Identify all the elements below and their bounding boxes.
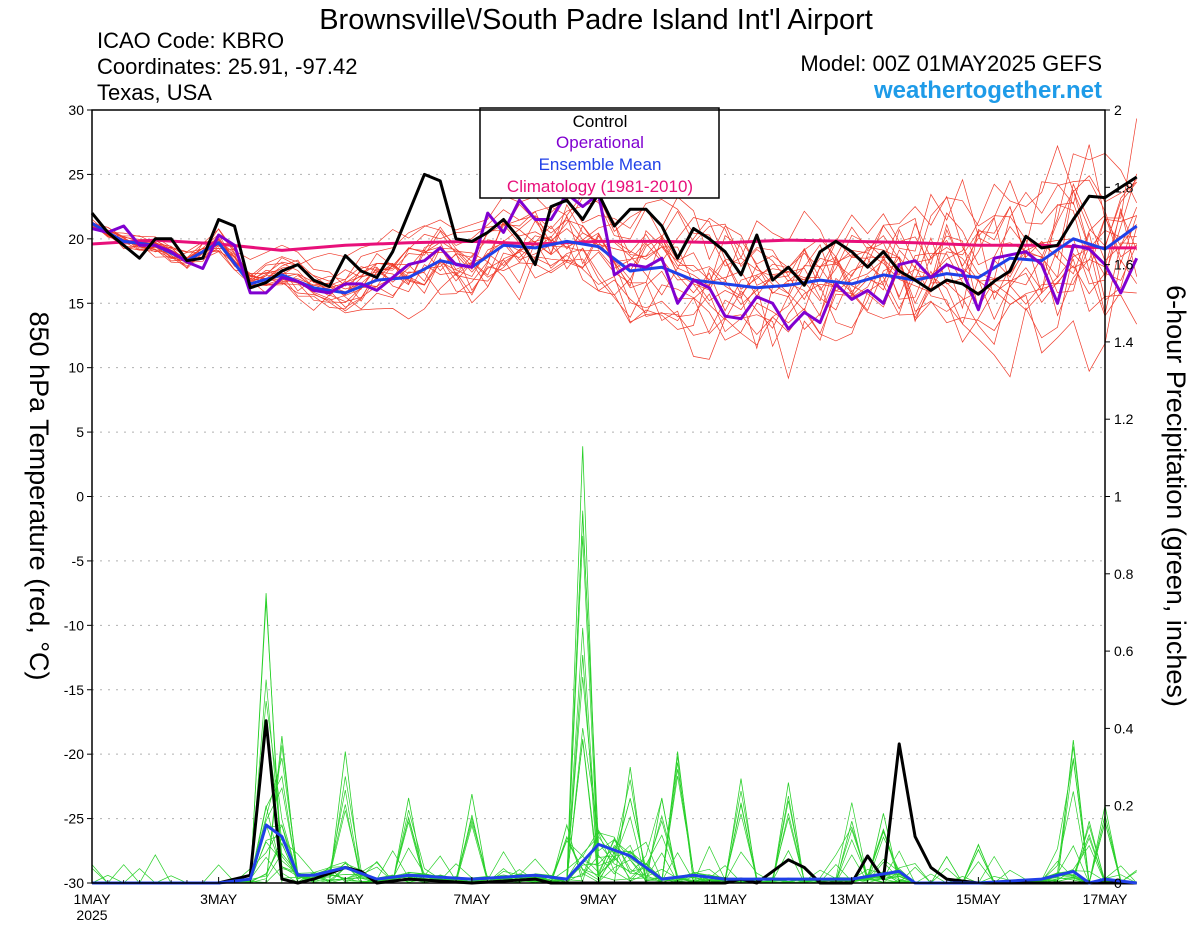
x-tick-label: 11MAY	[703, 891, 747, 907]
precip-member-peak	[329, 751, 362, 884]
y2-tick-label: 1.4	[1114, 334, 1134, 350]
header: Brownsville\/South Padre Island Int'l Ai…	[97, 4, 1102, 105]
temp-member-trace	[91, 200, 1137, 373]
y2-tick-label: 2	[1114, 102, 1122, 118]
y-tick-label: -30	[64, 875, 84, 891]
legend: Control Operational Ensemble Mean Climat…	[479, 107, 720, 199]
y-tick-label: 5	[76, 424, 84, 440]
x-tick-label: 5MAY	[327, 891, 365, 907]
precip-member-peak	[772, 782, 805, 884]
y-tick-label: 0	[76, 489, 84, 505]
temp-operational-line	[91, 192, 1139, 331]
precip-member-peak	[392, 797, 425, 884]
region: Texas, USA	[97, 80, 212, 105]
legend-operational: Operational	[556, 133, 644, 152]
temp-control-line	[90, 172, 1138, 296]
y2-axis-label: 6-hour Precipitation (green, inches)	[1161, 285, 1191, 707]
icao-code: ICAO Code: KBRO	[97, 28, 284, 53]
y-tick-label: -15	[64, 682, 84, 698]
y-tick-label: 25	[68, 166, 84, 182]
y-tick-label: 10	[68, 360, 84, 376]
precip-member-peak	[661, 751, 694, 884]
precip-member-peak	[265, 736, 299, 884]
coordinates: Coordinates: 25.91, -97.42	[97, 54, 358, 79]
model-run: Model: 00Z 01MAY2025 GEFS	[800, 51, 1102, 76]
y2-tick-label: 1.8	[1114, 179, 1134, 195]
y-tick-label: -5	[72, 553, 85, 569]
x-tick-label: 15MAY	[956, 891, 1002, 907]
x-tick-label: 9MAY	[580, 891, 618, 907]
x-tick-label: 3MAY	[200, 891, 238, 907]
x-tick-label: 13MAY	[829, 891, 875, 907]
temp-ensemble-mean-line	[91, 222, 1138, 295]
chart-title: Brownsville\/South Padre Island Int'l Ai…	[319, 4, 873, 36]
y-tick-label: 30	[68, 102, 84, 118]
y2-tick-label: 0.4	[1114, 720, 1134, 736]
y2-tick-label: 1.2	[1114, 411, 1134, 427]
y-axis-label: 850 hPa Temperature (red, °C)	[24, 312, 54, 681]
temp-member-trace	[91, 144, 1137, 279]
y-tick-label: -20	[64, 746, 84, 762]
axes: 302520151050-5-10-15-20-25-3021.81.61.41…	[64, 102, 1134, 923]
x-tick-label: 1MAY	[73, 891, 111, 907]
y2-tick-label: 1	[1114, 489, 1122, 505]
precip-member-peak	[867, 813, 900, 884]
legend-control: Control	[573, 112, 628, 131]
precip-member-peak	[1072, 821, 1106, 884]
precip-member-peak	[724, 778, 758, 884]
precip-member-peak	[566, 446, 599, 884]
site-name[interactable]: weathertogether.net	[873, 77, 1102, 104]
temp-member-trace	[91, 181, 1137, 336]
precip-ensemble-mean-line	[92, 823, 1137, 885]
temp-member-trace	[91, 179, 1137, 312]
legend-box	[479, 107, 720, 199]
precip-member-peak	[645, 797, 678, 884]
y2-tick-label: 0.8	[1114, 566, 1134, 582]
y2-tick-label: 0.2	[1114, 798, 1134, 814]
climatology-line	[91, 238, 1137, 252]
precip-member-peak	[962, 843, 995, 884]
x-tick-label: 17MAY	[1083, 891, 1129, 907]
y-tick-label: 15	[68, 295, 84, 311]
precip-member-peak	[1057, 739, 1090, 884]
y2-tick-label: 0	[1114, 875, 1122, 891]
y2-tick-label: 0.6	[1114, 643, 1134, 659]
y2-tick-label: 1.6	[1114, 257, 1134, 273]
precip-member-peak	[455, 794, 489, 884]
y-tick-label: 20	[68, 231, 84, 247]
legend-ensemble-mean: Ensemble Mean	[539, 155, 662, 174]
precip-member-peak	[550, 823, 584, 884]
precip-member-peak	[566, 654, 599, 884]
x-tick-label: 7MAY	[453, 891, 491, 907]
legend-climatology: Climatology (1981-2010)	[507, 177, 693, 196]
y-tick-label: -25	[64, 811, 84, 827]
x-tick-year: 2025	[76, 907, 107, 923]
y-tick-label: -10	[64, 617, 84, 633]
precip-member-peak	[613, 766, 647, 884]
